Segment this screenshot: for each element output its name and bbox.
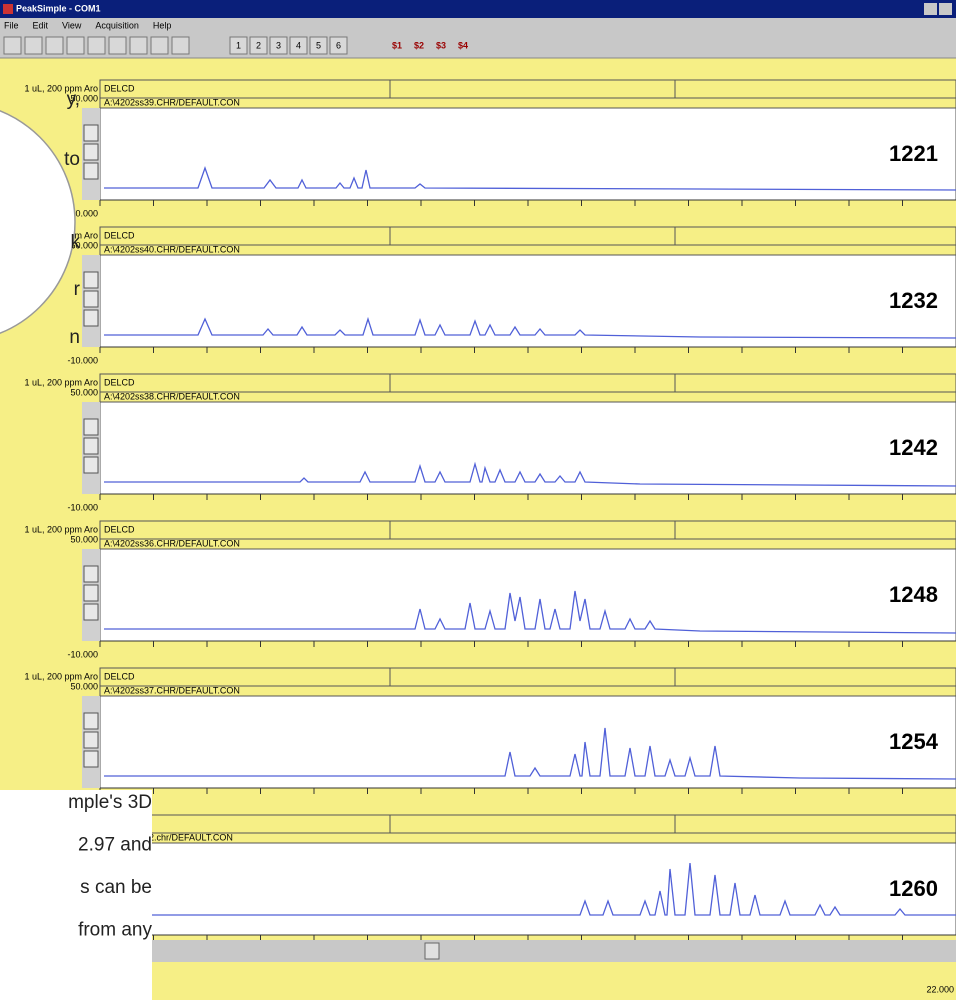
zoom-in-button[interactable] xyxy=(84,566,98,582)
zoom-in-button[interactable] xyxy=(84,713,98,729)
file-name: A:\4202ss39.CHR/DEFAULT.CON xyxy=(104,97,240,107)
zoom-in-button[interactable] xyxy=(84,272,98,288)
zoom-in-button[interactable] xyxy=(84,419,98,435)
menu-item[interactable]: Edit xyxy=(33,20,49,30)
zoom-out-button[interactable] xyxy=(84,751,98,767)
header-row xyxy=(100,521,956,539)
callout-bottom: mple's 3D 2.97 and s can be from any xyxy=(0,790,152,1000)
plot-area xyxy=(100,549,956,641)
menu-item[interactable]: Help xyxy=(153,20,172,30)
time-readout: 22.000 xyxy=(926,984,954,994)
channel-label: 5 xyxy=(316,40,321,50)
callout-text: k xyxy=(71,232,81,253)
channel-label: 2 xyxy=(256,40,261,50)
run-label: 1260 xyxy=(889,876,938,901)
detector: DELCD xyxy=(104,83,135,93)
file-name: A:\4202ss37.CHR/DEFAULT.CON xyxy=(104,685,240,695)
y-max: 50.000 xyxy=(70,681,98,691)
tool-button[interactable] xyxy=(4,37,21,54)
callout-text: from any xyxy=(78,920,152,941)
plot-area xyxy=(100,108,956,200)
file-name: A:\4202ss38.CHR/DEFAULT.CON xyxy=(104,391,240,401)
callout-text: to xyxy=(64,149,80,170)
plot-area xyxy=(100,402,956,494)
maximize-button[interactable] xyxy=(939,3,952,15)
callout-text: y, xyxy=(67,89,80,110)
zoom-out-button[interactable] xyxy=(84,163,98,179)
zoom-out-button[interactable] xyxy=(84,457,98,473)
tool-button[interactable] xyxy=(172,37,189,54)
tool-button[interactable] xyxy=(151,37,168,54)
callout-text: mple's 3D xyxy=(68,792,152,813)
channel-description: 1 uL, 200 ppm Aro xyxy=(24,671,98,681)
callout-text: s can be xyxy=(80,877,152,898)
zoom-reset-button[interactable] xyxy=(84,144,98,160)
run-label: 1221 xyxy=(889,141,938,166)
plot-area xyxy=(100,255,956,347)
app-icon xyxy=(3,4,13,14)
zoom-reset-button[interactable] xyxy=(84,438,98,454)
y-min: -10.000 xyxy=(67,355,98,365)
header-row xyxy=(100,815,956,833)
tool-button[interactable] xyxy=(88,37,105,54)
menu-item[interactable]: View xyxy=(62,20,82,30)
series-button[interactable]: $4 xyxy=(458,40,468,50)
channel-label: 4 xyxy=(296,40,301,50)
callout-text: r xyxy=(74,279,81,300)
series-button[interactable]: $3 xyxy=(436,40,446,50)
y-max: 50.000 xyxy=(70,534,98,544)
header-row xyxy=(100,227,956,245)
title-bar xyxy=(0,0,956,18)
y-min: -10.000 xyxy=(67,649,98,659)
file-name: A:\4202ss36.CHR/DEFAULT.CON xyxy=(104,538,240,548)
callout-text: 2.97 and xyxy=(78,835,152,856)
callout-text: n xyxy=(69,327,80,348)
minimize-button[interactable] xyxy=(924,3,937,15)
screenshot: PeakSimple - COM1 File Edit View Acquisitio… xyxy=(0,0,956,1000)
run-label: 1242 xyxy=(889,435,938,460)
channel-label: 3 xyxy=(276,40,281,50)
detector: DELCD xyxy=(104,377,135,387)
menu-item[interactable]: File xyxy=(4,20,19,30)
channel-description: 1 uL, 200 ppm Aro xyxy=(24,83,98,93)
menu-item[interactable]: Acquisition xyxy=(95,20,139,30)
file-name: A:\4202ss40.CHR/DEFAULT.CON xyxy=(104,244,240,254)
tool-button[interactable] xyxy=(46,37,63,54)
tool-button[interactable] xyxy=(109,37,126,54)
tool-button[interactable] xyxy=(25,37,42,54)
plot-area xyxy=(100,843,956,935)
tool-button[interactable] xyxy=(130,37,147,54)
y-max: 50.000 xyxy=(70,387,98,397)
channel-label: 1 xyxy=(236,40,241,50)
zoom-reset-button[interactable] xyxy=(84,291,98,307)
series-button[interactable]: $2 xyxy=(414,40,424,50)
run-label: 1254 xyxy=(889,729,939,754)
header-row xyxy=(100,80,956,98)
header-row xyxy=(100,374,956,392)
run-label: 1232 xyxy=(889,288,938,313)
zoom-in-button[interactable] xyxy=(84,125,98,141)
zoom-out-button[interactable] xyxy=(84,310,98,326)
detector: DELCD xyxy=(104,671,135,681)
header-row xyxy=(100,668,956,686)
channel-description: 1 uL, 200 ppm Aro xyxy=(24,377,98,387)
channel-description: 1 uL, 200 ppm Aro xyxy=(24,524,98,534)
window-title: PeakSimple - COM1 xyxy=(16,3,101,13)
scroll-thumb[interactable] xyxy=(425,943,439,959)
zoom-reset-button[interactable] xyxy=(84,732,98,748)
detector: DELCD xyxy=(104,230,135,240)
plot-area xyxy=(100,696,956,788)
scrollbar[interactable] xyxy=(100,940,956,962)
tool-button[interactable] xyxy=(67,37,84,54)
zoom-out-button[interactable] xyxy=(84,604,98,620)
run-label: 1248 xyxy=(889,582,938,607)
series-button[interactable]: $1 xyxy=(392,40,402,50)
detector: DELCD xyxy=(104,524,135,534)
channel-label: 6 xyxy=(336,40,341,50)
y-min: -10.000 xyxy=(67,502,98,512)
zoom-reset-button[interactable] xyxy=(84,585,98,601)
